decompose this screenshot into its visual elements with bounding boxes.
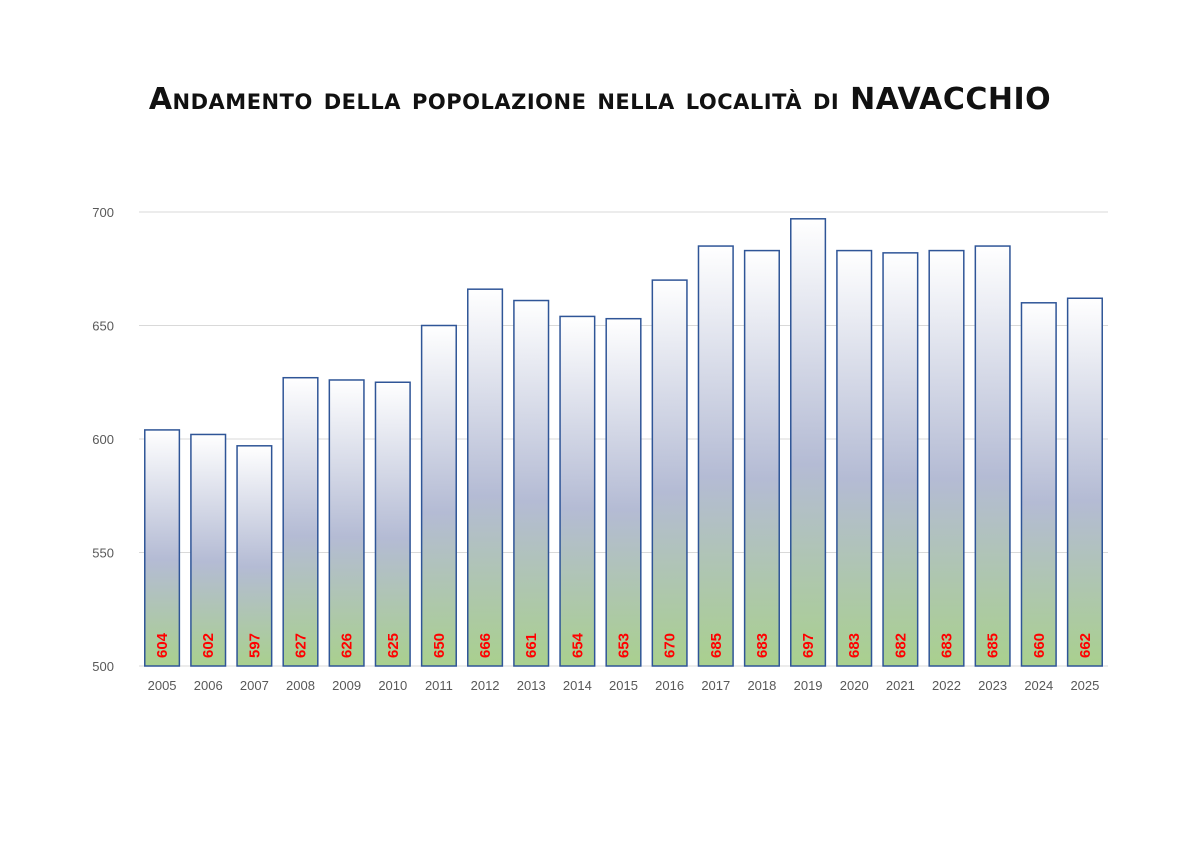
data-label: 625 bbox=[385, 633, 402, 658]
bar bbox=[328, 379, 365, 667]
x-tick-label: 2025 bbox=[1070, 678, 1099, 693]
x-tick-label: 2018 bbox=[747, 678, 776, 693]
bar bbox=[420, 324, 457, 667]
bar bbox=[928, 249, 965, 667]
data-label: 685 bbox=[708, 633, 725, 658]
x-tick-label: 2015 bbox=[609, 678, 638, 693]
x-tick-label: 2016 bbox=[655, 678, 684, 693]
data-label: 697 bbox=[800, 633, 817, 658]
x-tick-label: 2011 bbox=[425, 678, 453, 693]
y-tick-label: 650 bbox=[92, 319, 114, 334]
bar bbox=[374, 381, 411, 667]
bar bbox=[836, 249, 873, 667]
bar bbox=[144, 429, 181, 667]
x-tick-label: 2021 bbox=[886, 678, 915, 693]
x-tick-label: 2017 bbox=[701, 678, 730, 693]
x-tick-label: 2022 bbox=[932, 678, 961, 693]
data-label: 604 bbox=[154, 632, 171, 658]
bar bbox=[236, 445, 273, 667]
bar bbox=[790, 218, 827, 667]
x-tick-label: 2023 bbox=[978, 678, 1007, 693]
x-tick-label: 2019 bbox=[794, 678, 823, 693]
x-tick-label: 2024 bbox=[1024, 678, 1053, 693]
x-tick-label: 2007 bbox=[240, 678, 269, 693]
x-axis-ticks: 2005 2006 2007 2008 2009 2010 2011 2012 2013 2014… bbox=[148, 678, 1100, 693]
data-label: 654 bbox=[569, 632, 586, 658]
x-tick-label: 2008 bbox=[286, 678, 315, 693]
x-tick-label: 2020 bbox=[840, 678, 869, 693]
y-tick-label: 600 bbox=[92, 432, 114, 447]
data-label: 682 bbox=[892, 633, 909, 658]
data-label: 685 bbox=[985, 633, 1002, 658]
y-tick-label: 700 bbox=[92, 205, 114, 220]
data-label: 683 bbox=[939, 633, 956, 658]
bar bbox=[651, 279, 688, 667]
bar bbox=[559, 315, 596, 667]
data-label: 626 bbox=[339, 633, 356, 658]
y-tick-label: 500 bbox=[92, 659, 114, 674]
bar bbox=[605, 317, 642, 667]
data-label: 650 bbox=[431, 633, 448, 658]
bar bbox=[513, 299, 550, 667]
bar bbox=[467, 288, 504, 667]
data-label: 661 bbox=[523, 633, 540, 658]
data-label: 602 bbox=[200, 633, 217, 658]
x-tick-label: 2012 bbox=[471, 678, 500, 693]
chart-title: Andamento della popolazione nella locali… bbox=[148, 82, 1052, 117]
data-label: 597 bbox=[246, 633, 263, 658]
bar bbox=[697, 245, 734, 667]
data-labels: 604 602 597 627 626 625 650 666 661 654 653 670 685 6… bbox=[154, 632, 1094, 658]
x-tick-label: 2009 bbox=[332, 678, 361, 693]
data-label: 660 bbox=[1031, 633, 1048, 658]
x-tick-label: 2006 bbox=[194, 678, 223, 693]
data-label: 627 bbox=[293, 633, 310, 658]
data-label: 662 bbox=[1077, 633, 1094, 658]
data-label: 666 bbox=[477, 633, 494, 658]
bar bbox=[1020, 302, 1057, 667]
data-label: 683 bbox=[754, 633, 771, 658]
bar bbox=[1066, 297, 1103, 667]
data-label: 670 bbox=[662, 633, 679, 658]
bar bbox=[882, 252, 919, 667]
x-tick-label: 2014 bbox=[563, 678, 592, 693]
y-axis-ticks: 500 550 600 650 700 bbox=[92, 205, 114, 674]
bar bbox=[974, 245, 1011, 667]
y-tick-label: 550 bbox=[92, 546, 114, 561]
bars bbox=[144, 218, 1103, 667]
x-tick-label: 2010 bbox=[378, 678, 407, 693]
x-tick-label: 2013 bbox=[517, 678, 546, 693]
bar bbox=[282, 376, 319, 667]
bar bbox=[743, 249, 780, 667]
data-label: 683 bbox=[846, 633, 863, 658]
x-tick-label: 2005 bbox=[148, 678, 177, 693]
data-label: 653 bbox=[616, 633, 633, 658]
bar bbox=[190, 433, 227, 667]
